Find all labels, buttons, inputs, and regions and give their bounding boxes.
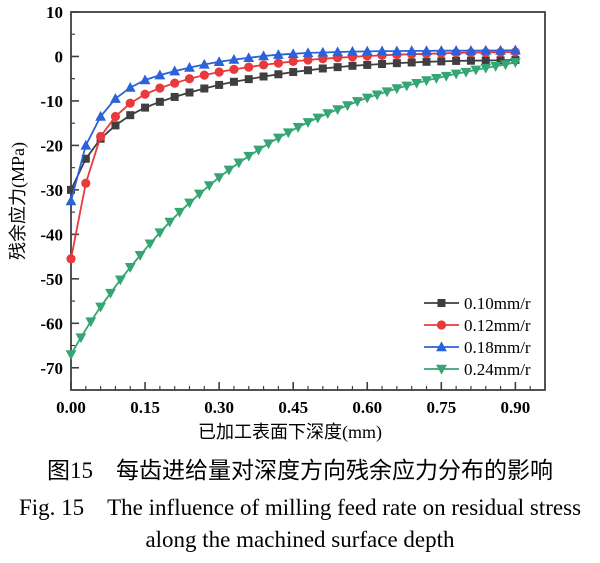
series-line (70, 59, 516, 191)
legend-label: 0.18mm/r (464, 338, 531, 357)
y-tick-label: -70 (40, 359, 63, 378)
x-tick-label: 0.60 (352, 398, 382, 417)
legend-item-010mmr: 0.10mm/r (424, 294, 531, 313)
x-tick-label: 0.30 (204, 398, 234, 417)
x-axis: 0.00 0.15 0.30 0.45 0.60 0.75 0.90 (56, 382, 531, 417)
y-axis: 10 0 -10 -20 -30 -40 -50 -60 -70 (40, 3, 79, 378)
y-tick-label: 10 (46, 3, 63, 22)
x-tick-label: 0.15 (130, 398, 160, 417)
x-tick-label: 0.45 (278, 398, 308, 417)
y-tick-label: -60 (40, 314, 63, 333)
legend: 0.10mm/r 0.12mm/r 0.18mm/r 0.24mm/r (424, 294, 531, 379)
legend-label: 0.12mm/r (464, 316, 531, 335)
figure-caption-en-line1: Fig. 15 The influence of milling feed ra… (18, 494, 582, 520)
y-tick-label: -50 (40, 270, 63, 289)
x-tick-label: 0.90 (501, 398, 531, 417)
series-018mmr (65, 44, 521, 206)
x-tick-label: 0.75 (426, 398, 456, 417)
legend-item-012mmr: 0.12mm/r (424, 316, 531, 335)
legend-label: 0.24mm/r (464, 360, 531, 379)
series-024mmr (65, 58, 521, 361)
y-tick-label: -40 (40, 225, 63, 244)
legend-item-024mmr: 0.24mm/r (424, 360, 531, 379)
legend-label: 0.10mm/r (464, 294, 531, 313)
y-tick-label: 0 (55, 47, 64, 66)
series-010mmr (67, 56, 520, 194)
figure-caption-zh: 图15 每齿进给量对深度方向残余应力分布的影响 (47, 458, 553, 483)
x-tick-label: 0.00 (56, 398, 86, 417)
y-tick-label: -20 (40, 136, 63, 155)
series-012mmr (66, 47, 520, 264)
y-tick-label: -10 (40, 92, 63, 111)
residual-stress-chart: 0.00 0.15 0.30 0.45 0.60 0.75 0.90 10 0 -10 -20 -30… (8, 3, 546, 443)
figure-caption-en-line2: along the machined surface depth (145, 526, 455, 552)
series-line (70, 61, 516, 355)
x-axis-label: 已加工表面下深度(mm) (198, 422, 382, 443)
legend-item-018mmr: 0.18mm/r (424, 338, 531, 357)
y-tick-label: -30 (40, 181, 63, 200)
y-axis-label: 残余应力(MPa) (8, 142, 29, 260)
